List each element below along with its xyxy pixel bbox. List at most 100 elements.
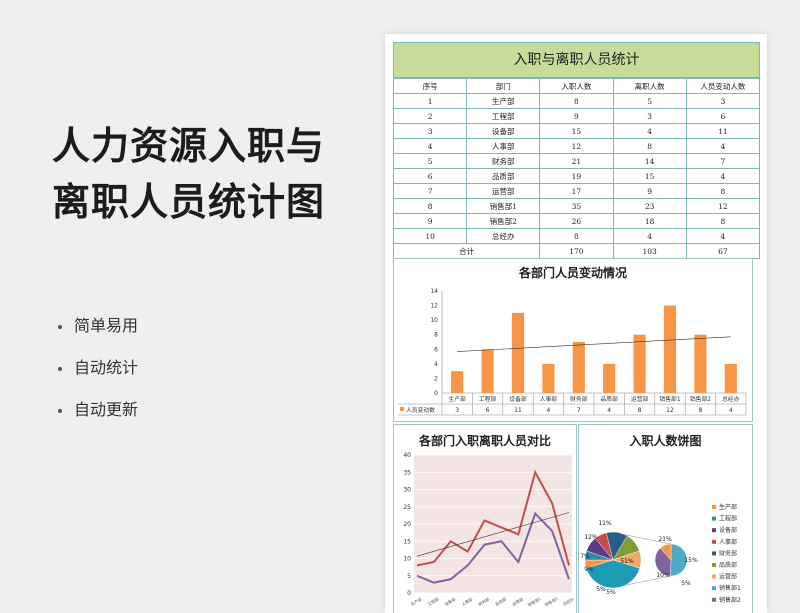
x-tick-label: 销售部2 [543,595,559,608]
percent-label: 7% [580,553,590,560]
col-header: 入职人数 [539,78,614,94]
table-cell: 人事部 [466,138,541,154]
bar-chart: 0 2 4 6 8 10 12 14 生产部 工程部 设备部 人事部 财务部 品质部 运营部 销售部1 销售部2… [398,288,747,416]
table-row: 7 运营部 17 9 8 [392,183,761,199]
bar [542,363,555,393]
percent-label: 5% [596,586,606,593]
legend-label: 品质部 [719,561,737,569]
table-row: 1 生产部 8 5 3 [392,93,761,109]
legend-label: 设备部 [719,526,737,534]
y-tick-label: 8 [434,332,438,339]
legend-label: 财务部 [719,549,737,557]
table-cell: 生产部 [466,93,541,109]
table-cell: 4 [612,228,687,244]
percent-label: 21% [658,536,672,543]
table-cell: 3 [392,123,468,139]
legend-label: 人员变动数 [406,406,435,414]
bar [511,312,525,393]
x-tick-label: 设备部 [509,395,527,403]
bar [663,305,677,393]
data-label: 8 [638,407,642,414]
table-cell: 4 [685,138,761,154]
col-header: 人员变动人数 [685,78,761,94]
bar [572,342,585,393]
table-cell: 12 [539,138,614,154]
trend-line [457,336,731,352]
legend-label: 生产部 [719,503,737,511]
x-tick-label: 人事部 [540,395,558,403]
table-cell: 6 [392,168,468,184]
bar-chart-title: 各部门人员变动情况 [518,266,627,280]
x-tick-label: 设备部 [443,596,456,607]
pie-chart: 51%11%12%7%9%5% 5%21%15%10%5%生产部工程部设备部人事部… [580,503,741,604]
table-cell: 12 [685,198,761,214]
col-header: 序号 [392,78,468,94]
legend-label: 销售部1 [719,584,741,592]
feature-item: 自动统计 [58,354,138,396]
feature-list: 简单易用 自动统计 自动更新 [58,312,138,438]
total-in: 170 [539,243,614,259]
total-label: 合计 [392,243,541,259]
connector-line [620,533,672,545]
y-tick-label: 14 [430,288,438,295]
data-label: 8 [698,407,702,414]
table-cell: 4 [685,228,761,244]
percent-label: 5% [606,589,616,596]
data-label: 7 [577,407,581,414]
legend-swatch [712,574,716,579]
percent-label: 15% [684,557,698,564]
table-cell: 10 [392,228,468,244]
bar-chart-panel: 各部门人员变动情况 0 2 4 6 8 10 12 14 生产部 工程部 设备部 人事部 财务部 品质部 运… [393,258,753,422]
bar [603,363,616,393]
table-cell: 35 [539,198,614,214]
x-tick-label: 生产部 [409,596,422,607]
pie-chart-panel: 入职人数饼图 51% 11% 12% 7% 9% 5% 5% 21% 15% 10% 5% 生产部 工程… [578,424,753,613]
table-cell: 品质部 [466,168,541,184]
table-cell: 3 [612,108,687,124]
table-cell: 9 [392,213,468,229]
pie-chart-title: 入职人数饼图 [629,434,702,448]
y-tick-label: 2 [434,375,438,382]
percent-label: 9% [584,566,594,573]
y-tick-label: 30 [403,487,411,494]
bullet-dot-icon [58,408,62,413]
stats-table-wrap: 入职与离职人员统计 序号 部门 入职人数 离职人数 人员变动人数 1 生产部 8 5 3… [392,42,761,259]
legend-swatch [712,586,716,591]
bar [633,334,646,393]
table-cell: 11 [685,123,761,139]
x-tick-label: 运营部 [631,395,649,403]
data-label: 6 [486,407,490,414]
y-tick-label: 40 [403,452,411,459]
table-cell: 4 [392,138,468,154]
legend-swatch [712,505,716,509]
x-tick-label: 工程部 [479,395,497,403]
y-tick-label: 25 [403,504,411,511]
series-line [416,469,570,567]
data-label: 12 [666,407,674,414]
pie-slice [585,559,641,589]
bullet-dot-icon [58,324,62,329]
data-label: 3 [455,407,459,414]
line-chart-title: 各部门入职离职人员对比 [418,434,551,448]
table-cell: 7 [685,153,761,169]
x-tick-label: 工程部 [426,596,439,607]
table-cell: 7 [392,183,468,199]
table-cell: 1 [392,93,468,109]
total-change: 67 [685,243,761,259]
bar [451,371,464,393]
bar [724,363,737,393]
table-row: 4 人事部 12 8 4 [392,138,761,154]
legend-label: 运营部 [719,573,737,581]
table-cell: 3 [685,93,761,109]
data-label: 4 [546,407,550,414]
x-tick-label: 销售部1 [526,595,542,608]
table-cell: 9 [612,183,687,199]
legend-swatch [712,528,716,533]
hero-title-line2: 离职人员统计图 [52,180,326,224]
y-tick-label: 5 [407,573,411,580]
y-tick-label: 20 [403,521,411,528]
x-tick-label: 总经办 [722,395,740,403]
legend-label: 人事部 [719,538,737,546]
y-tick-label: 10 [430,317,438,324]
legend-label: 销售部2 [719,596,741,604]
